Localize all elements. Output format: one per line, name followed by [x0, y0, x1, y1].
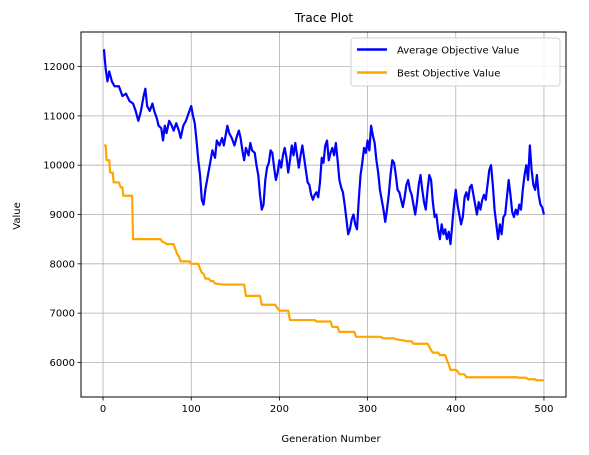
x-axis-label: Generation Number — [281, 434, 381, 445]
y-tick-label: 6000 — [50, 358, 75, 369]
x-axis-ticks: 0 100 200 300 400 500 — [100, 397, 554, 415]
series-lines — [102, 49, 546, 382]
legend-box — [350, 37, 561, 87]
legend: Average Objective Value Best Objective V… — [350, 37, 561, 87]
x-tick-label: 300 — [358, 404, 377, 415]
y-tick-label: 10000 — [43, 161, 75, 172]
average-objective-line — [102, 49, 546, 246]
x-tick-label: 0 — [100, 404, 106, 415]
chart-title: Trace Plot — [294, 11, 354, 25]
y-tick-label: 11000 — [43, 111, 75, 122]
x-tick-label: 400 — [446, 404, 465, 415]
legend-label-best: Best Objective Value — [397, 69, 500, 80]
y-axis-label: Value — [12, 202, 23, 229]
y-tick-label: 7000 — [50, 309, 75, 320]
x-tick-label: 500 — [534, 404, 553, 415]
gridlines — [81, 32, 566, 397]
legend-label-average: Average Objective Value — [397, 46, 519, 57]
x-tick-label: 200 — [270, 404, 289, 415]
best-objective-line — [103, 144, 544, 382]
y-tick-label: 12000 — [43, 62, 75, 73]
x-tick-label: 100 — [182, 404, 201, 415]
y-tick-label: 8000 — [50, 259, 75, 270]
y-axis-ticks: 6000 7000 8000 9000 10000 11000 12000 — [43, 62, 81, 369]
y-tick-label: 9000 — [50, 210, 75, 221]
